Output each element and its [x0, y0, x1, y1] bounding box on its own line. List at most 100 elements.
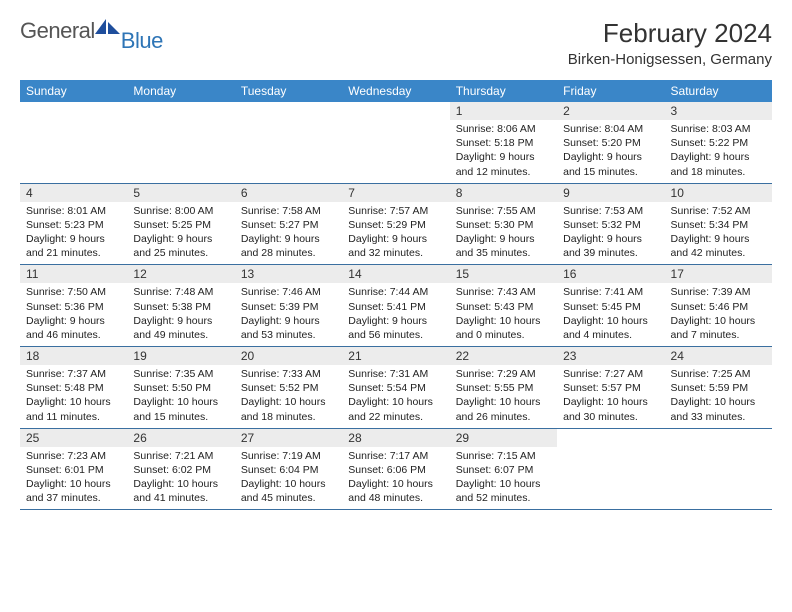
dayheader-mon: Monday [127, 80, 234, 102]
day-number: 23 [557, 347, 664, 365]
sunset-text: Sunset: 5:39 PM [241, 300, 336, 314]
day-cell: 3Sunrise: 8:03 AMSunset: 5:22 PMDaylight… [665, 102, 772, 183]
week-row: 11Sunrise: 7:50 AMSunset: 5:36 PMDayligh… [20, 265, 772, 347]
daylight-text-2: and 49 minutes. [133, 328, 228, 342]
daylight-text-1: Daylight: 10 hours [456, 477, 551, 491]
day-number: 27 [235, 429, 342, 447]
day-number: 24 [665, 347, 772, 365]
day-cell: 6Sunrise: 7:58 AMSunset: 5:27 PMDaylight… [235, 184, 342, 265]
daylight-text-1: Daylight: 9 hours [241, 232, 336, 246]
day-number: 2 [557, 102, 664, 120]
day-cell: 19Sunrise: 7:35 AMSunset: 5:50 PMDayligh… [127, 347, 234, 428]
month-year: February 2024 [568, 18, 772, 49]
day-cell: 1Sunrise: 8:06 AMSunset: 5:18 PMDaylight… [450, 102, 557, 183]
day-cell: 5Sunrise: 8:00 AMSunset: 5:25 PMDaylight… [127, 184, 234, 265]
sunrise-text: Sunrise: 8:03 AM [671, 122, 766, 136]
day-number: 21 [342, 347, 449, 365]
daylight-text-2: and 12 minutes. [456, 165, 551, 179]
day-cell: 10Sunrise: 7:52 AMSunset: 5:34 PMDayligh… [665, 184, 772, 265]
day-number: 16 [557, 265, 664, 283]
calendar-page: General Blue February 2024 Birken-Honigs… [0, 0, 792, 510]
day-number [235, 102, 342, 120]
sunrise-text: Sunrise: 8:04 AM [563, 122, 658, 136]
daylight-text-1: Daylight: 10 hours [348, 477, 443, 491]
sunset-text: Sunset: 5:38 PM [133, 300, 228, 314]
sunrise-text: Sunrise: 7:57 AM [348, 204, 443, 218]
sunrise-text: Sunrise: 7:33 AM [241, 367, 336, 381]
daylight-text-1: Daylight: 10 hours [133, 395, 228, 409]
day-cell [665, 429, 772, 510]
daylight-text-1: Daylight: 10 hours [133, 477, 228, 491]
day-number: 18 [20, 347, 127, 365]
day-cell: 13Sunrise: 7:46 AMSunset: 5:39 PMDayligh… [235, 265, 342, 346]
dayheader-row: Sunday Monday Tuesday Wednesday Thursday… [20, 80, 772, 102]
day-number [127, 102, 234, 120]
day-number: 7 [342, 184, 449, 202]
daylight-text-2: and 18 minutes. [241, 410, 336, 424]
day-cell: 26Sunrise: 7:21 AMSunset: 6:02 PMDayligh… [127, 429, 234, 510]
sunrise-text: Sunrise: 7:29 AM [456, 367, 551, 381]
sunrise-text: Sunrise: 7:35 AM [133, 367, 228, 381]
day-body: Sunrise: 7:44 AMSunset: 5:41 PMDaylight:… [342, 283, 449, 346]
sunset-text: Sunset: 5:52 PM [241, 381, 336, 395]
daylight-text-1: Daylight: 10 hours [456, 395, 551, 409]
day-number: 19 [127, 347, 234, 365]
day-cell: 7Sunrise: 7:57 AMSunset: 5:29 PMDaylight… [342, 184, 449, 265]
dayheader-tue: Tuesday [235, 80, 342, 102]
day-body: Sunrise: 7:33 AMSunset: 5:52 PMDaylight:… [235, 365, 342, 428]
sunset-text: Sunset: 5:18 PM [456, 136, 551, 150]
daylight-text-2: and 39 minutes. [563, 246, 658, 260]
daylight-text-2: and 25 minutes. [133, 246, 228, 260]
sunrise-text: Sunrise: 7:50 AM [26, 285, 121, 299]
day-body: Sunrise: 8:01 AMSunset: 5:23 PMDaylight:… [20, 202, 127, 265]
sunset-text: Sunset: 5:23 PM [26, 218, 121, 232]
daylight-text-2: and 32 minutes. [348, 246, 443, 260]
day-number: 6 [235, 184, 342, 202]
day-number: 1 [450, 102, 557, 120]
daylight-text-2: and 53 minutes. [241, 328, 336, 342]
daylight-text-1: Daylight: 10 hours [241, 477, 336, 491]
daylight-text-1: Daylight: 10 hours [348, 395, 443, 409]
sunset-text: Sunset: 5:41 PM [348, 300, 443, 314]
daylight-text-2: and 15 minutes. [133, 410, 228, 424]
daylight-text-2: and 18 minutes. [671, 165, 766, 179]
day-cell [342, 102, 449, 183]
sunrise-text: Sunrise: 7:27 AM [563, 367, 658, 381]
sunrise-text: Sunrise: 7:52 AM [671, 204, 766, 218]
day-body: Sunrise: 7:37 AMSunset: 5:48 PMDaylight:… [20, 365, 127, 428]
day-body: Sunrise: 7:23 AMSunset: 6:01 PMDaylight:… [20, 447, 127, 510]
day-cell: 14Sunrise: 7:44 AMSunset: 5:41 PMDayligh… [342, 265, 449, 346]
daylight-text-2: and 30 minutes. [563, 410, 658, 424]
daylight-text-2: and 46 minutes. [26, 328, 121, 342]
sunset-text: Sunset: 5:57 PM [563, 381, 658, 395]
dayheader-fri: Friday [557, 80, 664, 102]
sunset-text: Sunset: 5:54 PM [348, 381, 443, 395]
daylight-text-2: and 7 minutes. [671, 328, 766, 342]
daylight-text-1: Daylight: 9 hours [26, 232, 121, 246]
day-cell: 2Sunrise: 8:04 AMSunset: 5:20 PMDaylight… [557, 102, 664, 183]
day-body: Sunrise: 7:29 AMSunset: 5:55 PMDaylight:… [450, 365, 557, 428]
day-body: Sunrise: 7:52 AMSunset: 5:34 PMDaylight:… [665, 202, 772, 265]
day-number: 17 [665, 265, 772, 283]
daylight-text-1: Daylight: 9 hours [671, 232, 766, 246]
day-body: Sunrise: 7:55 AMSunset: 5:30 PMDaylight:… [450, 202, 557, 265]
title-block: February 2024 Birken-Honigsessen, German… [568, 18, 772, 68]
day-body: Sunrise: 7:41 AMSunset: 5:45 PMDaylight:… [557, 283, 664, 346]
logo-sail-icon [95, 17, 121, 40]
day-body: Sunrise: 7:21 AMSunset: 6:02 PMDaylight:… [127, 447, 234, 510]
sunrise-text: Sunrise: 7:43 AM [456, 285, 551, 299]
sunrise-text: Sunrise: 8:00 AM [133, 204, 228, 218]
daylight-text-1: Daylight: 9 hours [563, 232, 658, 246]
daylight-text-2: and 26 minutes. [456, 410, 551, 424]
sunrise-text: Sunrise: 7:48 AM [133, 285, 228, 299]
sunrise-text: Sunrise: 7:15 AM [456, 449, 551, 463]
day-body: Sunrise: 7:57 AMSunset: 5:29 PMDaylight:… [342, 202, 449, 265]
day-number: 15 [450, 265, 557, 283]
weeks-container: 1Sunrise: 8:06 AMSunset: 5:18 PMDaylight… [20, 102, 772, 510]
sunset-text: Sunset: 5:36 PM [26, 300, 121, 314]
daylight-text-2: and 33 minutes. [671, 410, 766, 424]
sunset-text: Sunset: 6:01 PM [26, 463, 121, 477]
logo-text-general: General [20, 18, 95, 44]
day-body: Sunrise: 7:39 AMSunset: 5:46 PMDaylight:… [665, 283, 772, 346]
day-cell: 4Sunrise: 8:01 AMSunset: 5:23 PMDaylight… [20, 184, 127, 265]
